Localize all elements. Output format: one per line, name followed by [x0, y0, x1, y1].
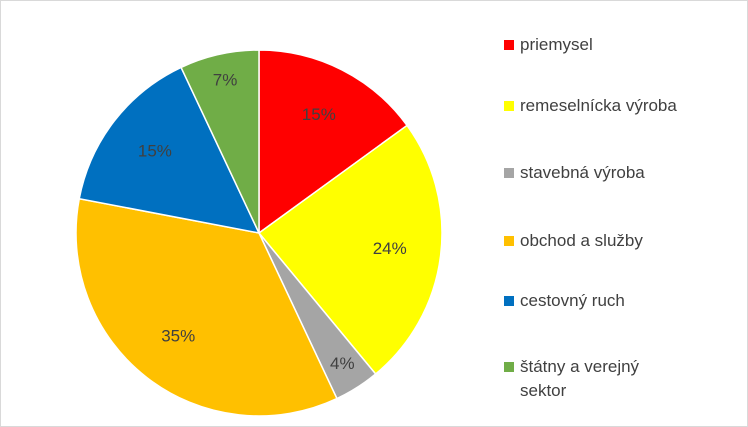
legend-item: priemysel [504, 33, 690, 57]
pie-slice [180, 49, 260, 234]
legend-label: štátny a verejný sektor [520, 357, 640, 400]
legend-swatch [504, 362, 514, 372]
legend-swatch [504, 40, 514, 50]
legend-label: cestovný ruch [520, 291, 625, 310]
legend-swatch [504, 236, 514, 246]
data-label: 15% [302, 105, 336, 124]
legend-label: remeselnícka výroba [520, 96, 677, 115]
pie-slice [75, 197, 338, 417]
legend-label: stavebná výroba [520, 163, 645, 182]
legend-swatch [504, 168, 514, 178]
pie-slice [257, 124, 443, 376]
legend-item: stavebná výroba [504, 161, 690, 185]
legend-swatch [504, 101, 514, 111]
legend-item: štátny a verejný sektor [504, 355, 690, 403]
legend-swatch [504, 296, 514, 306]
data-label: 4% [330, 354, 355, 373]
data-label: 35% [161, 327, 195, 346]
legend-label: priemysel [520, 35, 593, 54]
data-label: 15% [138, 142, 172, 161]
data-label: 7% [213, 71, 238, 90]
legend-item: cestovný ruch [504, 289, 690, 313]
legend-label: obchod a služby [520, 231, 643, 250]
pie-slice [258, 49, 409, 235]
data-label: 24% [373, 239, 407, 258]
legend-item: obchod a služby [504, 229, 690, 253]
legend-item: remeselnícka výroba [504, 94, 690, 118]
pie-slice [78, 66, 261, 235]
